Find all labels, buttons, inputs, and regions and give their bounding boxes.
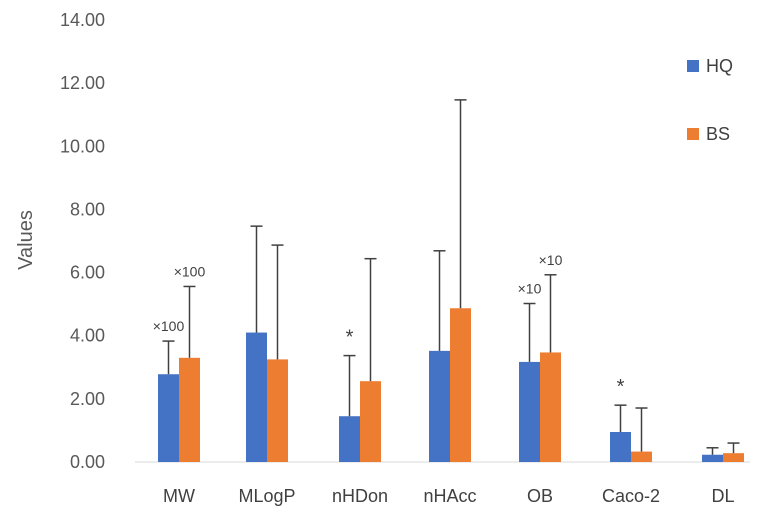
- y-tick-label: 14.00: [60, 10, 105, 30]
- bar-hq-dl: [702, 454, 723, 462]
- y-tick-label: 2.00: [70, 389, 105, 409]
- y-axis-title: Values: [15, 210, 37, 270]
- scale-annotation: ×100: [174, 263, 206, 279]
- bar-hq-caco-2: [610, 432, 631, 462]
- legend-swatch-bs: [687, 128, 699, 140]
- y-tick-label: 12.00: [60, 73, 105, 93]
- x-axis-labels: MW MLogP nHDon nHAcc OB Caco-2 DL: [163, 486, 735, 506]
- scale-annotation: ×10: [518, 281, 542, 297]
- bar-bs-nhdon: [360, 381, 381, 462]
- scale-annotation: ×10: [539, 252, 563, 268]
- bar-bs-ob: [540, 352, 561, 462]
- bar-hq-nhdon: [339, 416, 360, 462]
- bar-bs-mlogp: [267, 359, 288, 462]
- x-tick-label: MW: [163, 486, 195, 506]
- legend-label-bs: BS: [706, 124, 730, 144]
- annotations-group: ×100 ×100 * ×10 ×10 *: [153, 252, 625, 398]
- x-tick-label: OB: [527, 486, 553, 506]
- bar-bs-nhacc: [450, 308, 471, 462]
- bars-group: [158, 308, 744, 462]
- legend-label-hq: HQ: [706, 56, 733, 76]
- y-tick-label: 10.00: [60, 136, 105, 156]
- bar-hq-ob: [519, 361, 540, 462]
- bar-bs-mw: [179, 357, 200, 462]
- significance-marker: *: [346, 327, 354, 349]
- bar-hq-mw: [158, 374, 179, 462]
- y-tick-label: 8.00: [70, 199, 105, 219]
- y-axis-ticks: 0.00 2.00 4.00 6.00 8.00 10.00 12.00 14.00: [60, 10, 105, 472]
- x-tick-label: DL: [711, 486, 734, 506]
- legend-swatch-hq: [687, 60, 699, 72]
- x-tick-label: Caco-2: [602, 486, 660, 506]
- x-tick-label: MLogP: [238, 486, 295, 506]
- y-tick-label: 0.00: [70, 452, 105, 472]
- y-tick-label: 4.00: [70, 326, 105, 346]
- bar-hq-nhacc: [429, 350, 450, 462]
- legend: HQ BS: [687, 56, 733, 144]
- bar-bs-dl: [723, 453, 744, 462]
- bar-hq-mlogp: [246, 332, 267, 462]
- significance-marker: *: [617, 376, 625, 398]
- y-tick-label: 6.00: [70, 263, 105, 283]
- scale-annotation: ×100: [153, 318, 185, 334]
- error-bars-group: [162, 99, 740, 455]
- bar-bs-caco-2: [631, 451, 652, 462]
- x-tick-label: nHAcc: [423, 486, 476, 506]
- x-tick-label: nHDon: [332, 486, 388, 506]
